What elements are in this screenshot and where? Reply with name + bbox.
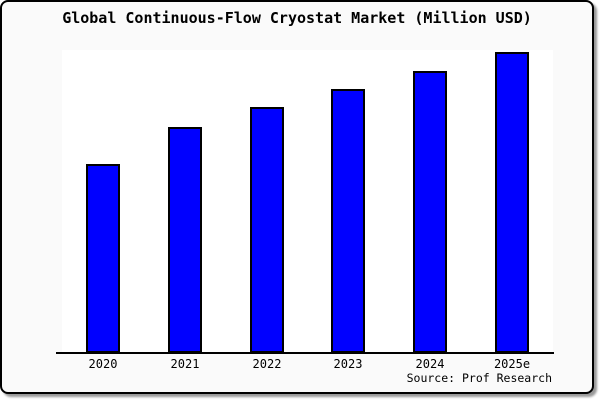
x-axis-label-2023: 2023 — [333, 357, 363, 371]
x-axis-label-2021: 2021 — [170, 357, 200, 371]
source-credit: Source: Prof Research — [406, 371, 552, 385]
x-axis-line — [56, 352, 554, 354]
bar-2023 — [331, 89, 365, 353]
x-axis-label-2025e: 2025e — [493, 357, 531, 371]
x-axis-label-2024: 2024 — [415, 357, 445, 371]
x-axis-label-2022: 2022 — [252, 357, 282, 371]
bar-2022 — [250, 107, 284, 353]
bar-2024 — [413, 71, 447, 353]
chart-card: Global Continuous-Flow Cryostat Market (… — [0, 0, 594, 394]
bar-2020 — [86, 164, 120, 353]
plot-area — [62, 50, 553, 352]
x-axis-label-2020: 2020 — [88, 357, 118, 371]
chart-title: Global Continuous-Flow Cryostat Market (… — [62, 9, 532, 27]
bar-2025e — [495, 52, 529, 353]
bar-2021 — [168, 127, 202, 353]
